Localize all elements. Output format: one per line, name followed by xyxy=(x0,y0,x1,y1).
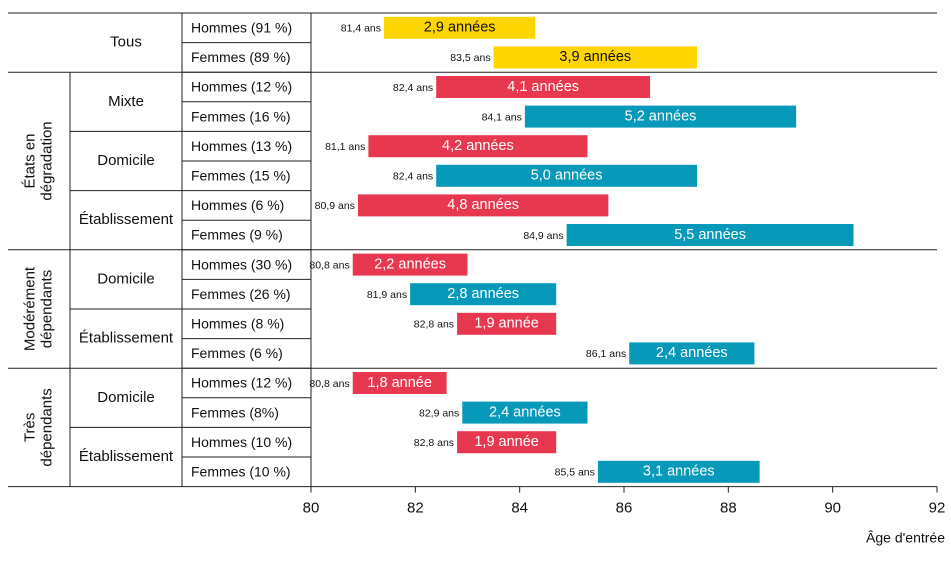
bar-total xyxy=(384,16,536,39)
x-tick-label: 80 xyxy=(303,500,320,517)
start-age-label: 82,9 ans xyxy=(419,407,459,419)
x-axis: 80 82 84 86 88 90 92 Âge d'entrée xyxy=(303,486,946,545)
row-label: Femmes (16 %) xyxy=(191,108,291,124)
duration-label: 4,2 années xyxy=(442,138,514,154)
table-lines xyxy=(8,12,937,488)
start-age-label: 83,5 ans xyxy=(450,52,490,64)
start-age-label: 85,5 ans xyxy=(555,467,595,479)
duration-label: 2,4 années xyxy=(656,345,728,361)
duration-label: 2,8 années xyxy=(447,286,519,302)
start-age-label: 81,9 ans xyxy=(367,289,407,301)
subgroup-label: Domicile xyxy=(97,152,155,169)
row-label: Femmes (10 %) xyxy=(191,464,291,480)
bar-hommes xyxy=(457,312,557,335)
x-tick-label: 84 xyxy=(511,500,528,517)
duration-label: 1,9 année xyxy=(474,434,539,450)
subgroup-label: Tous xyxy=(110,34,142,51)
subgroup-label: Mixte xyxy=(108,93,144,110)
row-label: Hommes (10 %) xyxy=(191,434,292,450)
bar-hommes xyxy=(352,253,468,276)
group-label: dégradation xyxy=(38,121,55,200)
duration-label: 4,1 années xyxy=(507,79,579,95)
row-label: Femmes (89 %) xyxy=(191,49,291,65)
bar-femmes xyxy=(524,105,797,128)
start-age-label: 86,1 ans xyxy=(586,348,626,360)
start-age-label: 82,4 ans xyxy=(393,82,433,94)
x-axis-title: Âge d'entrée xyxy=(866,529,945,545)
bar-femmes xyxy=(597,460,760,483)
subgroup-label: Établissement xyxy=(79,211,174,228)
row-label: Femmes (8%) xyxy=(191,404,279,420)
start-age-label: 82,8 ans xyxy=(414,319,454,331)
bar-femmes xyxy=(462,401,588,424)
row-label: Femmes (9 %) xyxy=(191,227,283,243)
subgroup-label: Domicile xyxy=(97,389,155,406)
row-label: Hommes (30 %) xyxy=(191,256,292,272)
row-label: Femmes (6 %) xyxy=(191,345,283,361)
duration-label: 1,8 année xyxy=(367,375,432,391)
group-label: Très xyxy=(21,413,38,442)
bar-femmes xyxy=(629,342,755,365)
x-tick-label: 90 xyxy=(824,500,841,517)
x-tick-label: 88 xyxy=(720,500,737,517)
bar-hommes xyxy=(368,135,588,158)
row-label: Femmes (26 %) xyxy=(191,286,291,302)
x-tick-label: 86 xyxy=(616,500,633,517)
duration-label: 2,2 années xyxy=(374,256,446,272)
start-age-label: 80,8 ans xyxy=(309,378,349,390)
duration-label: 3,9 années xyxy=(559,49,631,65)
x-tick-label: 92 xyxy=(929,500,946,517)
bar-hommes xyxy=(457,431,557,454)
duration-label: 4,8 années xyxy=(447,197,519,213)
duration-label: 5,0 années xyxy=(531,168,603,184)
subgroup-label: Domicile xyxy=(97,270,155,287)
group-label: dépendants xyxy=(38,388,55,466)
row-label: Hommes (12 %) xyxy=(191,375,292,391)
x-tick-label: 82 xyxy=(407,500,424,517)
bar-hommes xyxy=(436,76,651,98)
row-label: Hommes (8 %) xyxy=(191,316,284,332)
duration-label: 1,9 année xyxy=(474,316,539,332)
start-age-label: 81,1 ans xyxy=(325,141,365,153)
bar-femmes xyxy=(436,164,698,187)
bar-hommes xyxy=(357,194,609,217)
bar-femmes xyxy=(566,224,854,246)
group-label: Modérément xyxy=(21,266,38,351)
bar-hommes xyxy=(352,372,447,394)
duration-label: 5,5 années xyxy=(674,227,746,243)
bar-total xyxy=(493,46,698,69)
bars: 81,4 ans 2,9 années 83,5 ans 3,9 années 82,4… xyxy=(309,16,854,483)
duration-label: 5,2 années xyxy=(625,108,697,124)
start-age-label: 81,4 ans xyxy=(341,23,381,35)
subgroup-label: Établissement xyxy=(79,330,174,347)
start-age-label: 80,9 ans xyxy=(315,200,355,212)
group-label: États en xyxy=(21,133,38,188)
row-label: Hommes (91 %) xyxy=(191,20,292,36)
row-label: Hommes (13 %) xyxy=(191,138,292,154)
row-label: Femmes (15 %) xyxy=(191,168,291,184)
subgroup-label: Établissement xyxy=(79,448,174,465)
duration-label: 2,4 années xyxy=(489,404,561,420)
row-label: Hommes (6 %) xyxy=(191,197,284,213)
row-label: Hommes (12 %) xyxy=(191,79,292,95)
row-labels: Hommes (91 %) Femmes (89 %) Tous Hommes (12… xyxy=(21,20,292,480)
group-label: dépendants xyxy=(38,270,55,348)
duration-label: 2,9 années xyxy=(424,20,496,36)
start-age-label: 82,8 ans xyxy=(414,437,454,449)
bar-femmes xyxy=(410,283,557,306)
start-age-label: 82,4 ans xyxy=(393,171,433,183)
start-age-label: 84,1 ans xyxy=(482,111,522,123)
start-age-label: 84,9 ans xyxy=(523,230,563,242)
duration-label: 3,1 années xyxy=(643,464,715,480)
start-age-label: 80,8 ans xyxy=(309,259,349,271)
